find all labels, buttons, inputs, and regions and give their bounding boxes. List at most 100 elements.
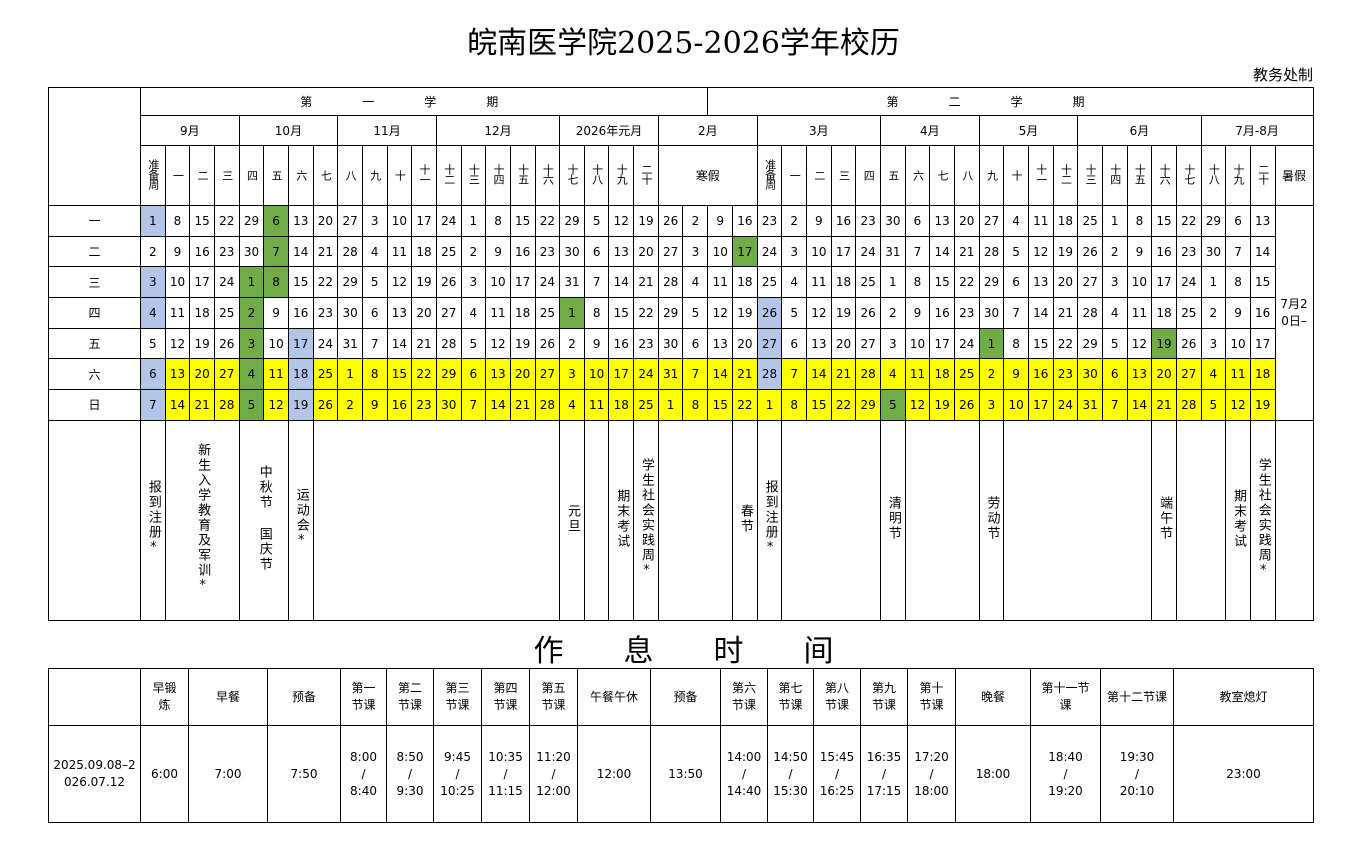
date-cell: 24	[435, 205, 462, 237]
date-cell: 23	[756, 205, 783, 237]
date-cell: 21	[732, 358, 758, 391]
date-cell: 27	[756, 327, 783, 360]
time-end: 19:20	[1048, 783, 1083, 798]
date-cell: 9	[263, 297, 289, 329]
event-label: 报到注册*	[145, 480, 161, 558]
date-cell: 29	[559, 205, 585, 237]
date-cell: 23	[633, 327, 659, 360]
event-label: 期末考试	[614, 488, 630, 549]
time-end: 16:25	[819, 783, 855, 798]
date-cell: 4	[1003, 205, 1029, 237]
date-cell: 15	[189, 205, 215, 237]
date-cell: 23	[1175, 235, 1202, 268]
date-cell: 10	[1225, 327, 1251, 360]
week-label: 二	[812, 169, 826, 180]
time-range: 14:00 / 14:40	[720, 725, 768, 823]
date-cell: 26	[312, 389, 339, 421]
date-cell: 8	[1225, 266, 1251, 299]
week-label: 十九	[615, 164, 629, 184]
schedule-header: 第七节课	[767, 668, 814, 726]
time-end: 18:00	[914, 783, 949, 798]
date-cell: 31	[1077, 389, 1103, 421]
week-label: 四	[862, 169, 876, 180]
date-cell: 21	[830, 358, 857, 391]
time-range: 8:50 / 9:30	[386, 725, 434, 823]
week-label: 十六	[1158, 164, 1172, 184]
month: 11月	[337, 115, 437, 146]
date-cell: 30	[1200, 235, 1227, 268]
event-row: 报到注册* 新生入学教育及军训* 中秋节 国庆节 运动会* 元旦 期末考试 学生社会实践周*…	[48, 419, 1314, 621]
date-cell: 9	[904, 297, 931, 329]
event-cell: 端午节	[1151, 419, 1177, 621]
date-cell: 4	[682, 266, 709, 299]
week: 七	[312, 145, 339, 206]
time-range: 8:00 / 8:40	[340, 725, 387, 823]
event-cell: 学生社会实践周*	[1249, 419, 1276, 621]
date-cell: 17	[929, 327, 955, 360]
time-start: 9:45	[444, 749, 471, 764]
week: 四	[238, 145, 265, 206]
schedule-header: 早餐	[188, 668, 268, 726]
date-cell: 12	[608, 205, 635, 237]
event-label: 清明节	[885, 496, 901, 542]
time: 6:00	[140, 725, 189, 823]
date-cell: 23	[213, 235, 240, 268]
date-cell: 9	[583, 327, 610, 360]
schedule-header: 午餐午休	[577, 668, 651, 726]
weekday: 六	[48, 358, 141, 391]
date-row: 一 1 8 15 22 29 6 13 20 27 3 10 17 24 1 8 15 22 29 5 12 19 26 2 9…	[48, 205, 1314, 421]
date-cell: 15	[287, 266, 314, 299]
event-label: 学生社会实践周*	[638, 457, 654, 580]
event-cell	[1175, 419, 1227, 621]
date-cell: 7	[361, 327, 388, 360]
date-cell: 16	[1151, 235, 1177, 268]
schedule-header: 晚餐	[955, 668, 1031, 726]
event-cell	[1274, 419, 1314, 621]
week: 二	[806, 145, 832, 206]
time-range: 11:20 / 12:00	[529, 725, 578, 823]
date-cell: 19	[509, 327, 536, 360]
date-cell: 10	[164, 266, 191, 299]
date-cell: 25	[756, 266, 783, 299]
time-range: 18:40 / 19:20	[1030, 725, 1101, 823]
week-label: 准备周	[146, 159, 160, 189]
week-label: 六	[294, 169, 308, 180]
month: 10月	[238, 115, 339, 146]
separator: /	[881, 766, 887, 781]
time-range: 14:50 / 15:30	[767, 725, 814, 823]
date-cell: 20	[312, 205, 339, 237]
date-cell: 10	[263, 327, 289, 360]
date-cell: 18	[1151, 297, 1177, 329]
date-cell: 27	[1077, 266, 1103, 299]
date-cell: 12	[707, 297, 734, 329]
weekday: 五	[48, 327, 141, 360]
date-cell: 1	[140, 205, 166, 237]
date-row: 五 5 12 19 26 3 10 17 24 31 7 14 21 28 5 12 19 26 2 9 16 23 30 6…	[48, 327, 1314, 360]
date-cell: 9	[1225, 297, 1251, 329]
date-cell: 1	[978, 327, 1005, 360]
date-cell: 7	[904, 235, 931, 268]
date-cell: 8	[361, 358, 388, 391]
date-cell: 17	[189, 266, 215, 299]
date-cell: 7	[682, 358, 709, 391]
week: 五	[880, 145, 906, 206]
date-cell: 1	[460, 205, 487, 237]
week-label: 十五	[1133, 164, 1147, 184]
date-cell: 4	[1200, 358, 1227, 391]
week-label: 九	[985, 169, 999, 180]
week: 一	[781, 145, 808, 206]
date-cell: 11	[164, 297, 191, 329]
calendar-table: 第一学期 第二学期 9月 10月 11月 12月 2026年元月 2月 3月 4月 5月 6月 7月-8…	[48, 87, 1314, 621]
week-label: 十八	[590, 164, 604, 184]
date-cell: 27	[978, 205, 1005, 237]
week: 二十	[633, 145, 659, 206]
date-cell: 11	[386, 235, 413, 268]
date-cell: 6	[1003, 266, 1029, 299]
date-cell: 1	[1101, 205, 1128, 237]
date-cell: 27	[435, 297, 462, 329]
date-cell: 11	[1225, 358, 1251, 391]
date-cell: 29	[1200, 205, 1227, 237]
weekday: 一	[48, 205, 141, 237]
time-end: 8:40	[350, 783, 377, 798]
month: 9月	[140, 115, 240, 146]
